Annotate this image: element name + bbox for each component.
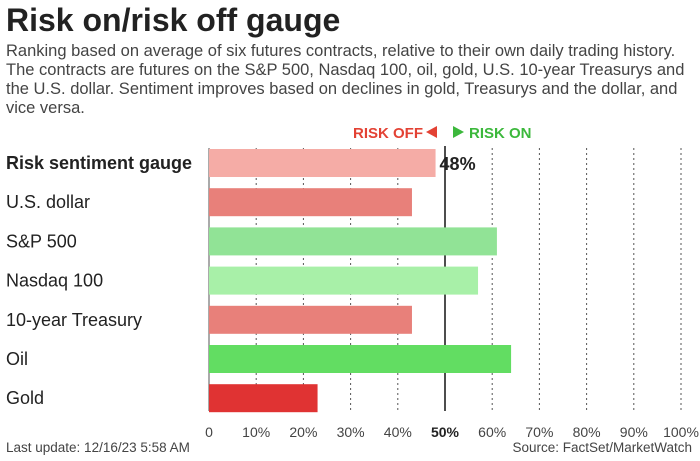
chart-title: Risk on/risk off gauge bbox=[6, 2, 341, 38]
x-tick-label: 30% bbox=[337, 424, 365, 440]
bar-oil bbox=[209, 345, 512, 373]
x-tick-label: 40% bbox=[384, 424, 412, 440]
x-tick-label: 10% bbox=[242, 424, 270, 440]
category-label: U.S. dollar bbox=[6, 192, 90, 212]
x-tick-label: 90% bbox=[620, 424, 648, 440]
category-label: Risk sentiment gauge bbox=[6, 153, 192, 173]
bar-nasdaq-100 bbox=[209, 266, 479, 295]
risk-gauge-chart: RISK OFF RISK ON Risk sentiment gauge U.S. … bbox=[6, 125, 699, 440]
last-update-text: Last update: 12/16/23 5:58 AM bbox=[6, 440, 190, 455]
x-tick-label: 0 bbox=[205, 424, 213, 440]
category-label: Gold bbox=[6, 388, 44, 408]
risk-off-arrow-icon bbox=[426, 126, 437, 138]
x-tick-label: 60% bbox=[478, 424, 506, 440]
chart-subtitle: Ranking based on average of six futures … bbox=[6, 42, 685, 117]
risk-on-arrow-icon bbox=[453, 126, 464, 138]
x-tick-label: 70% bbox=[525, 424, 553, 440]
source-text: Source: FactSet/MarketWatch bbox=[512, 440, 692, 455]
x-tick-label: 50% bbox=[431, 424, 460, 440]
category-label: Oil bbox=[6, 349, 28, 369]
bar-risk-sentiment-gauge bbox=[209, 149, 436, 177]
category-label: Nasdaq 100 bbox=[6, 271, 103, 291]
risk-on-label: RISK ON bbox=[469, 125, 532, 142]
category-label: S&P 500 bbox=[6, 231, 77, 251]
bar-u-s-dollar bbox=[209, 188, 412, 217]
gauge-value-label: 48% bbox=[440, 154, 476, 174]
bar-s-p-500 bbox=[209, 227, 497, 256]
x-tick-label: 100% bbox=[663, 424, 699, 440]
bar-gold bbox=[209, 384, 318, 413]
x-tick-label: 80% bbox=[573, 424, 601, 440]
category-label: 10-year Treasury bbox=[6, 310, 142, 330]
risk-off-label: RISK OFF bbox=[353, 125, 423, 142]
x-tick-label: 20% bbox=[289, 424, 317, 440]
bar-10-year-treasury bbox=[209, 305, 412, 334]
